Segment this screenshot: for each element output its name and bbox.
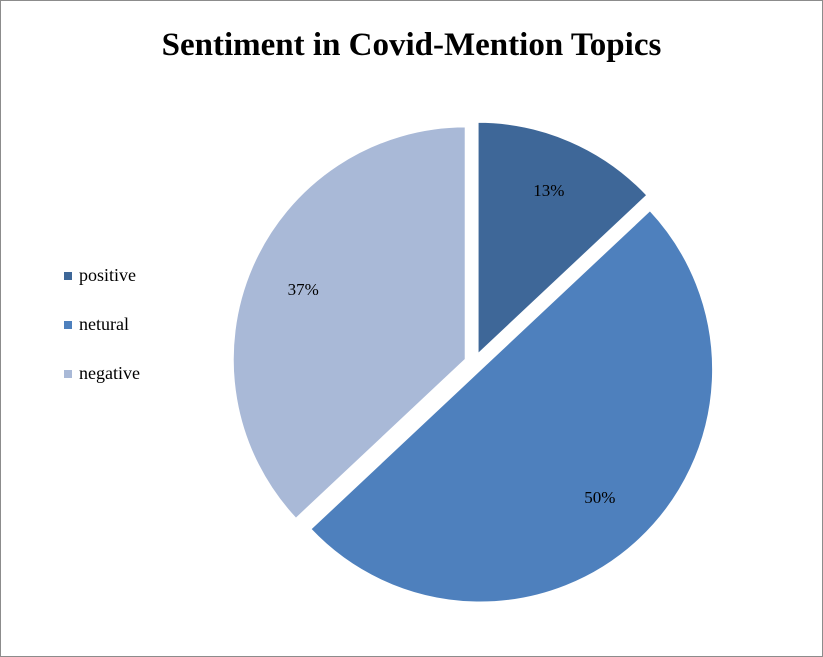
pie-slice-netural: [308, 208, 715, 604]
slice-label-negative: 37%: [288, 280, 319, 299]
legend-swatch-negative: [64, 370, 72, 378]
pie-slice-positive: [476, 120, 649, 358]
chart-title: Sentiment in Covid-Mention Topics: [161, 27, 662, 63]
legend-label-netural: netural: [79, 314, 129, 334]
pie-slice-negative: [231, 125, 467, 521]
legend-swatch-positive: [64, 272, 72, 280]
slice-label-netural: 50%: [584, 488, 615, 507]
slice-label-positive: 13%: [533, 181, 564, 200]
legend-label-positive: positive: [79, 265, 136, 285]
legend-swatch-netural: [64, 321, 72, 329]
legend-label-negative: negative: [79, 363, 140, 383]
